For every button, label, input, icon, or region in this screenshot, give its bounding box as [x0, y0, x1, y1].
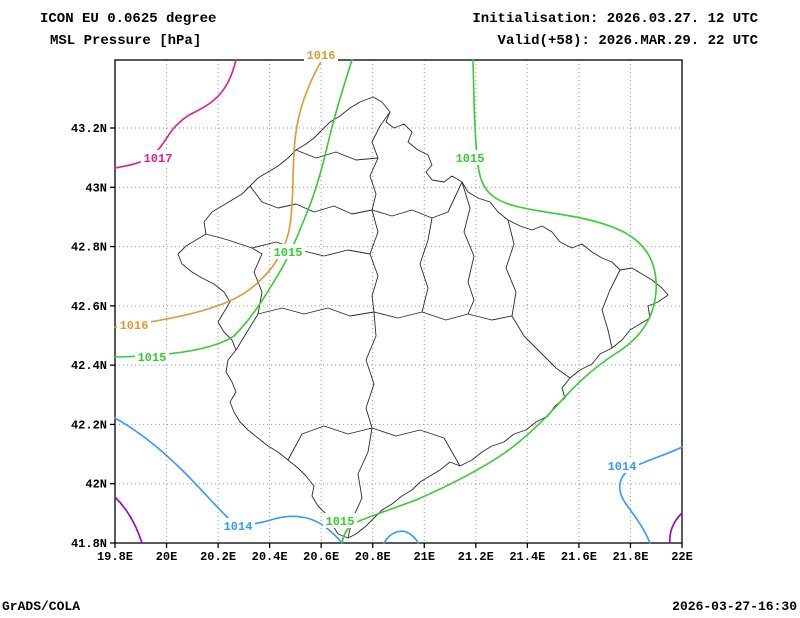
- district-border: [249, 185, 373, 215]
- x-axis-labels: 19.8E 20E 20.2E 20.4E 20.6E 20.8E 21E 21.2E 21.4…: [97, 550, 693, 564]
- district-border: [371, 181, 463, 219]
- y-tick-label: 42.4N: [71, 359, 107, 373]
- district-border: [511, 315, 571, 379]
- contour-label-mask: [271, 244, 305, 259]
- chart-title-block: ICON EU 0.0625 degree MSL Pressure [hPa]: [40, 8, 216, 52]
- district-border: [365, 311, 377, 429]
- y-tick-label: 42.6N: [71, 300, 107, 314]
- x-tick-label: 21.8E: [612, 550, 648, 564]
- district-border: [287, 425, 373, 461]
- contour-label-text: 1015: [138, 351, 167, 365]
- kosovo-outer-border: [177, 96, 669, 539]
- initialisation-time: Initialisation: 2026.03.27. 12 UTC: [472, 11, 758, 27]
- district-border: [373, 311, 513, 321]
- axis-ticks: [110, 127, 683, 548]
- contour-label: 1016: [117, 317, 151, 333]
- run-info-block: Initialisation: 2026.03.27. 12 UTC Valid…: [472, 8, 758, 52]
- kosovo-boundaries: [177, 96, 669, 539]
- y-axis-labels: 43.2N 43N 42.8N 42.6N 42.4N 42.2N 42N 41.8N: [71, 122, 107, 551]
- contour-label-mask: [221, 518, 255, 533]
- valid-time: Valid(+58): 2026.MAR.29. 22 UTC: [497, 33, 758, 49]
- map-frame: [114, 59, 683, 544]
- model-title: ICON EU 0.0625 degree: [40, 11, 217, 27]
- district-border: [369, 209, 379, 313]
- district-border: [235, 307, 375, 351]
- y-tick-label: 42N: [85, 478, 107, 492]
- contour-label-mask: [605, 458, 639, 473]
- district-border: [295, 149, 379, 161]
- field-title: MSL Pressure [hPa]: [50, 33, 202, 49]
- district-border: [419, 217, 433, 313]
- contour-label-text: 1016: [307, 49, 336, 63]
- x-tick-label: 20.4E: [252, 550, 288, 564]
- contour-label-text: 1014: [224, 520, 253, 534]
- contour-label-mask: [453, 150, 487, 165]
- render-timestamp: 2026-03-27-16:30: [672, 599, 797, 614]
- contour-line-1013-southeast: [669, 512, 683, 544]
- contour-label: 1015: [135, 349, 169, 365]
- x-tick-label: 21.6E: [561, 550, 597, 564]
- contour-line-1013-southwest: [114, 496, 143, 544]
- x-tick-label: 20E: [156, 550, 178, 564]
- contour-label-text: 1015: [274, 246, 303, 260]
- x-tick-label: 21.4E: [509, 550, 545, 564]
- contour-label: 1014: [221, 518, 255, 534]
- contour-label-text: 1015: [326, 515, 355, 529]
- x-tick-label: 20.6E: [303, 550, 339, 564]
- x-tick-label: 22E: [671, 550, 693, 564]
- contour-label-mask: [323, 513, 357, 528]
- contour-label: 1014: [605, 458, 639, 474]
- y-tick-label: 42.2N: [71, 418, 107, 432]
- district-border: [251, 247, 263, 315]
- contour-label-text: 1015: [456, 152, 485, 166]
- district-border: [461, 181, 475, 315]
- contour-label-layer: 1017 1016 1016 1015 1015 1015 1015 1014 1014: [117, 47, 639, 534]
- district-border: [505, 219, 517, 317]
- contour-label-mask: [117, 317, 151, 332]
- contour-label-mask: [304, 47, 338, 62]
- contour-label-text: 1017: [144, 152, 173, 166]
- contour-line-1015-east: [341, 59, 657, 544]
- contour-label-mask: [141, 150, 175, 165]
- contour-line-1016: [114, 59, 323, 328]
- x-tick-label: 20.2E: [200, 550, 236, 564]
- y-tick-label: 41.8N: [71, 537, 107, 551]
- y-tick-label: 43N: [85, 181, 107, 195]
- contour-label-text: 1014: [608, 460, 637, 474]
- contour-label: 1015: [323, 513, 357, 529]
- district-border: [371, 427, 461, 467]
- grads-credit: GrADS/COLA: [2, 599, 81, 614]
- x-tick-label: 19.8E: [97, 550, 133, 564]
- y-tick-label: 42.8N: [71, 241, 107, 255]
- contour-label: 1015: [453, 150, 487, 166]
- contour-label-text: 1016: [120, 319, 149, 333]
- contour-label-mask: [135, 349, 169, 364]
- contour-line-1014-southeast: [619, 446, 683, 544]
- contour-line-1015-west: [114, 59, 353, 358]
- grid-lines: [115, 60, 682, 543]
- x-tick-label: 20.8E: [355, 550, 391, 564]
- x-tick-label: 21.2E: [458, 550, 494, 564]
- pressure-contours: [114, 59, 683, 544]
- contour-line-1014-bottom-arc: [383, 530, 419, 544]
- contour-label: 1017: [141, 150, 175, 166]
- contour-label: 1016: [304, 47, 338, 63]
- contour-label: 1015: [271, 244, 305, 260]
- y-tick-label: 43.2N: [71, 122, 107, 136]
- x-tick-label: 21E: [413, 550, 435, 564]
- district-border: [601, 269, 621, 349]
